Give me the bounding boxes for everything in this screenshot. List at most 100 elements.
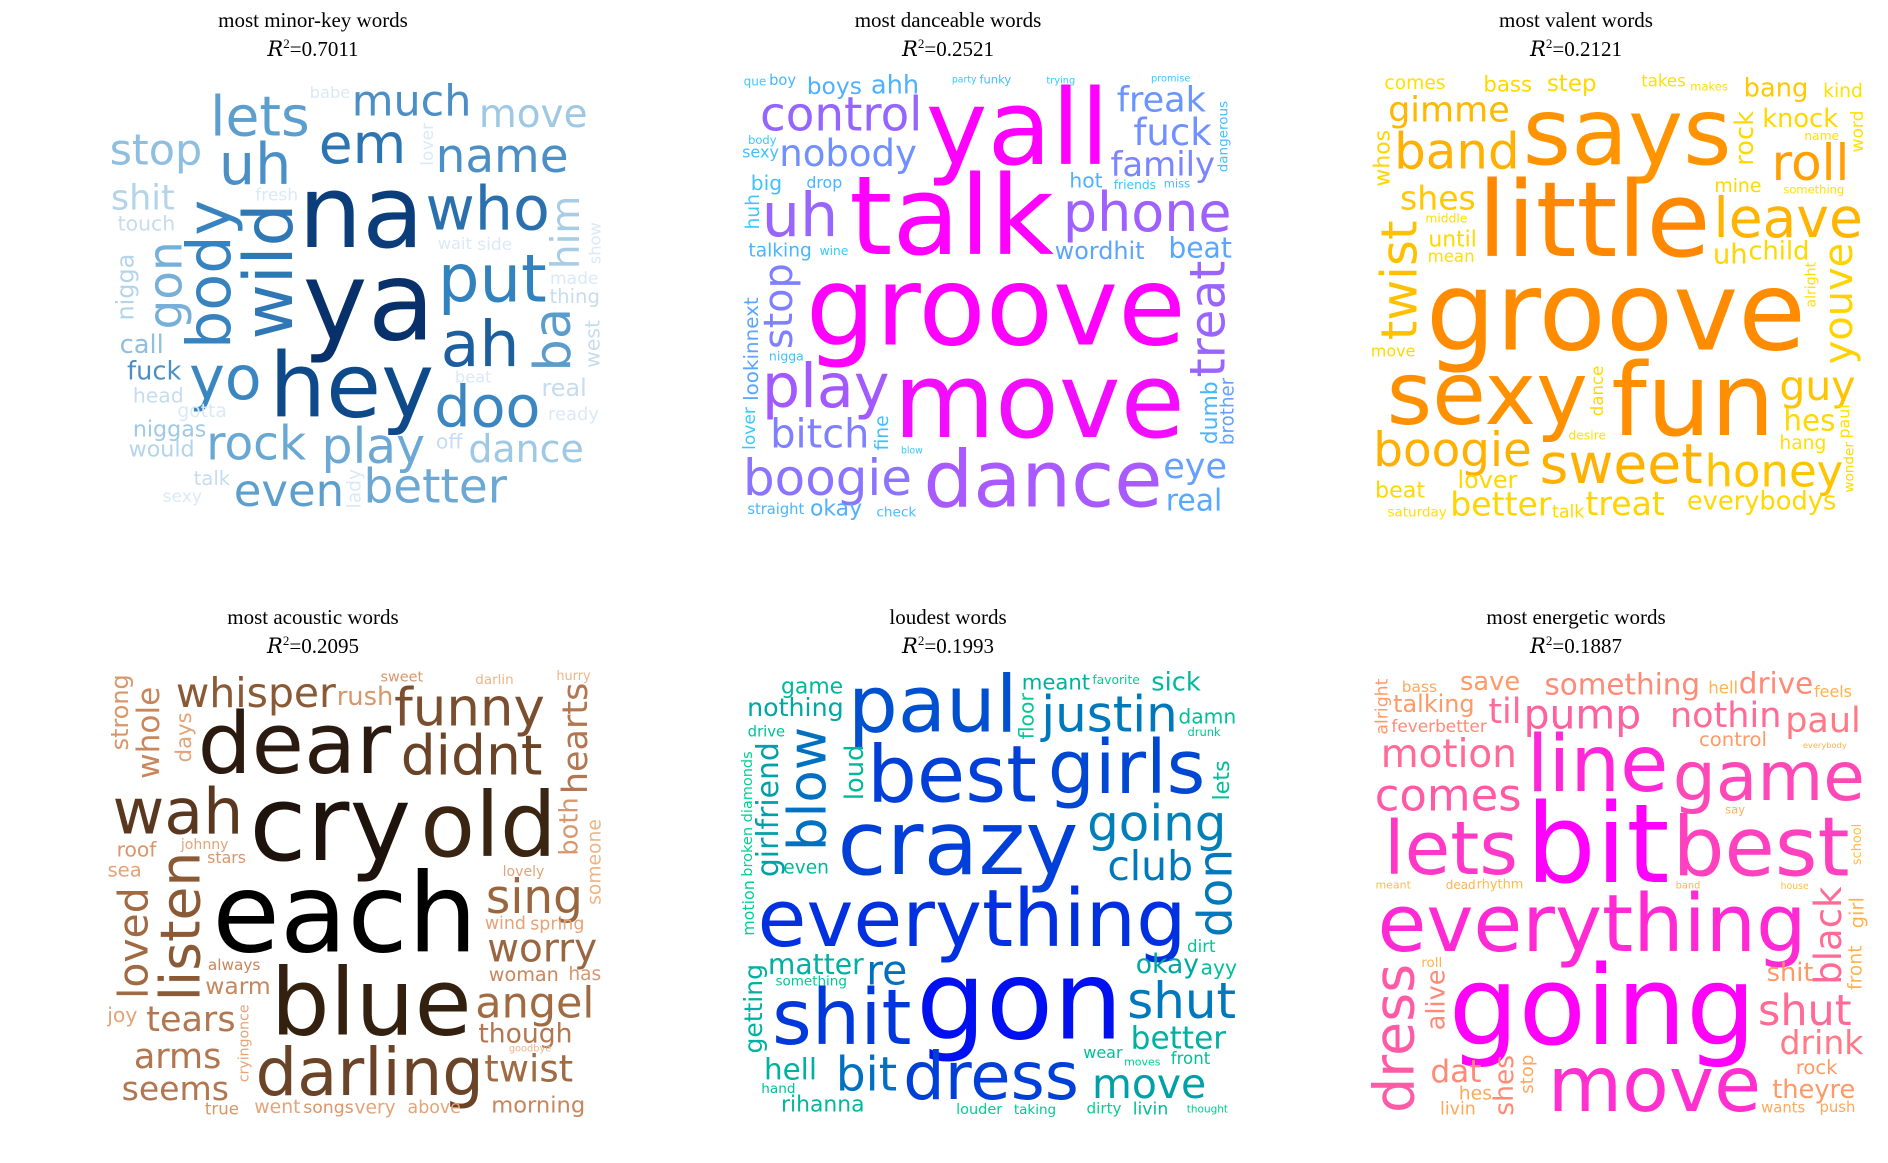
word-wonder: wonder	[1842, 442, 1858, 493]
word-thought: thought	[1187, 1104, 1228, 1116]
word-babe: babe	[310, 83, 351, 102]
word-shes: shes	[1489, 1055, 1520, 1116]
word-dirty: dirty	[1086, 1100, 1121, 1118]
word-paul: paul	[1785, 701, 1861, 741]
word-favorite: favorite	[1092, 673, 1140, 687]
word-fine: fine	[872, 415, 893, 450]
r2-label: R2=0.1993	[902, 633, 994, 658]
word-nigga: nigga	[769, 349, 804, 364]
word-joy: joy	[106, 1003, 137, 1027]
word-alright: alright	[1372, 678, 1392, 734]
word-something: something	[775, 974, 846, 990]
panel-title: loudest words	[889, 605, 1007, 629]
r2-label: R2=0.2095	[267, 633, 359, 658]
r2-label: R2=0.2521	[902, 36, 994, 61]
word-something: something	[1783, 183, 1844, 197]
word-lets: lets	[1209, 760, 1235, 800]
word-kind: kind	[1823, 81, 1863, 102]
word-lover: lover	[418, 122, 438, 166]
word-alright: alright	[1804, 261, 1820, 307]
word-que: que	[744, 75, 767, 89]
word-lovely: lovely	[503, 864, 545, 880]
word-treat: treat	[1585, 484, 1664, 522]
word-feverbetter: feverbetter	[1391, 716, 1486, 736]
word-hell: hell	[764, 1053, 817, 1087]
panel-title: most minor-key words	[218, 8, 408, 32]
word-matter: matter	[768, 948, 864, 981]
word-band: band	[1676, 881, 1701, 892]
word-girl: girl	[1846, 897, 1868, 928]
word-re: re	[866, 946, 907, 994]
word-school: school	[1850, 824, 1865, 865]
word-motion: motion	[740, 880, 758, 936]
word-drink: drink	[1780, 1023, 1865, 1062]
word-front: front	[1845, 945, 1866, 989]
word-sexy: sexy	[742, 143, 779, 162]
panel-title: most energetic words	[1486, 605, 1666, 629]
word-johnny: johnny	[180, 837, 229, 853]
word-boogie: boogie	[743, 449, 912, 507]
word-put: put	[438, 241, 547, 317]
word-thing: thing	[549, 285, 599, 308]
word-niggas: niggas	[133, 417, 207, 443]
word-twist: twist	[1371, 220, 1429, 340]
word-who: who	[425, 175, 549, 245]
wordcloud-panel-minor: most minor-key words R2=0.7011 ya na hey wi…	[83, 0, 605, 540]
word-club: club	[1107, 842, 1193, 890]
word-ah: ah	[441, 307, 520, 381]
word-everybody: everybody	[1803, 740, 1847, 750]
word-comes: comes	[1375, 769, 1522, 822]
word-loud: loud	[840, 745, 870, 800]
word-uh: uh	[1713, 239, 1748, 271]
word-doo: doo	[434, 375, 540, 441]
word-leave: leave	[1713, 186, 1862, 250]
word-sick: sick	[1151, 669, 1201, 698]
word-wants: wants	[1761, 1100, 1805, 1117]
word-move: move	[1371, 341, 1416, 360]
word-line: line	[1527, 718, 1669, 810]
word-beat: beat	[455, 367, 492, 386]
word-ya: ya	[303, 238, 436, 366]
word-arms: arms	[134, 1037, 222, 1077]
wordcloud-danceable: groove talk move yall dance phone play uh treat c…	[740, 72, 1240, 522]
word-better: better	[364, 460, 508, 515]
word-nothin: nothin	[1670, 696, 1781, 736]
word-drive: drive	[1739, 669, 1813, 701]
word-wordhit: wordhit	[1055, 237, 1145, 265]
word-louder: louder	[956, 1102, 1002, 1118]
word-freak: freak	[1117, 81, 1207, 121]
word-lover: lover	[740, 406, 760, 450]
wordcloud-panel-energetic: most energetic words R2=0.1887 everythin…	[1346, 597, 1868, 1137]
word-meant: meant	[1022, 670, 1090, 695]
word-drive: drive	[748, 723, 785, 740]
word-lover: lover	[1457, 466, 1517, 494]
wordcloud-minor: ya na hey wild put ah yo who body doo uh em lets ba pl…	[105, 72, 605, 522]
cloud-background	[1368, 72, 1868, 522]
word-wah: wah	[112, 775, 243, 849]
word-shit: shit	[772, 974, 911, 1063]
word-paul: paul	[848, 669, 1018, 751]
word-whole: whole	[131, 687, 167, 779]
word-move: move	[893, 340, 1184, 462]
word-house: house	[1781, 881, 1809, 892]
word-paul: paul	[1835, 404, 1854, 438]
word-middle: middle	[1425, 212, 1467, 226]
word-call: call	[120, 330, 164, 360]
word-days: days	[172, 712, 197, 762]
word-him: him	[544, 196, 589, 269]
cloud-background	[1368, 669, 1868, 1119]
word-best: best	[867, 729, 1037, 821]
word-talk: talk	[194, 467, 231, 490]
word-shut: shut	[1758, 986, 1852, 1036]
word-stop: stop	[1517, 1055, 1538, 1094]
word-fun: fun	[1611, 341, 1774, 459]
word-rock: rock	[1796, 1056, 1838, 1079]
word-songs: songs	[303, 1098, 354, 1118]
wordcloud-energetic: everything bit going best line move lets game dr…	[1368, 669, 1868, 1119]
word-morning: morning	[491, 1093, 585, 1119]
word-has: has	[568, 964, 601, 985]
word-girlfriend: girlfriend	[751, 742, 786, 877]
